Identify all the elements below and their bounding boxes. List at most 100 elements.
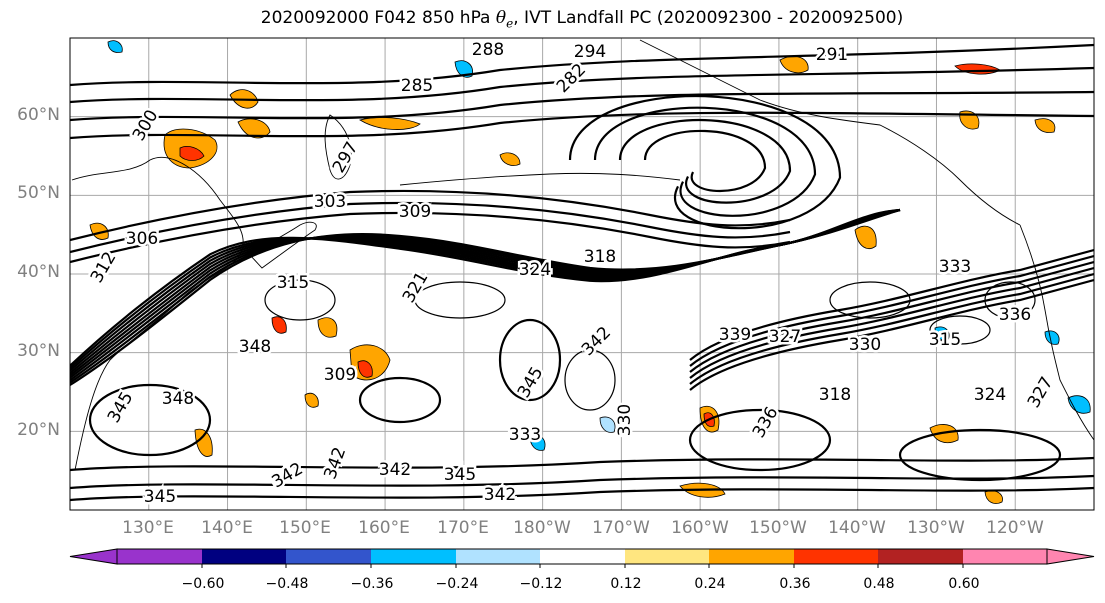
- contour-label-halo: 315: [929, 330, 961, 350]
- contour-label-halo: 318: [819, 385, 851, 405]
- colorbar-segment: [456, 549, 540, 564]
- theta-e-contour: [643, 129, 767, 193]
- contour-label: 294: [574, 42, 606, 62]
- contour-label-halo: 345: [144, 487, 176, 507]
- blue-patch: [454, 60, 473, 78]
- orange-patch: [194, 428, 213, 457]
- contour-label: 324: [974, 385, 1006, 405]
- theta-e-contour: [88, 383, 212, 457]
- contour-label-halo: 348: [239, 337, 271, 357]
- coastline-alaska: [639, 39, 1021, 226]
- contour-label: 318: [819, 385, 851, 405]
- contour-label: 345: [444, 465, 476, 485]
- contour-label: 342: [484, 485, 516, 505]
- theta-e-contour: [70, 208, 901, 367]
- blue-patch: [599, 416, 616, 433]
- coastline-aleutians: [399, 172, 681, 186]
- contour-label-halo: 330: [615, 404, 635, 436]
- contour-label: 285: [401, 76, 433, 96]
- lon-tick: 170°E: [437, 518, 489, 538]
- contour-label-halo: 336: [999, 305, 1031, 325]
- contour-label-halo: 342: [379, 460, 411, 480]
- contour-label-halo: 333: [939, 257, 971, 277]
- contour-label-halo: 306: [126, 229, 158, 249]
- theta-e-contour-thin: [829, 281, 911, 319]
- title-prefix: 2020092000 F042 850 hPa: [260, 8, 496, 28]
- contour-label-halo: 303: [314, 192, 346, 212]
- theta-e-contour-thin: [564, 349, 616, 411]
- contour-label: 309: [324, 365, 356, 385]
- contour-label-halo: 288: [472, 40, 504, 60]
- lat-tick: 60°N: [17, 105, 60, 125]
- theta-e-contours-thin: [264, 279, 1036, 411]
- contour-label: 318: [584, 247, 616, 267]
- theta-e-contour: [70, 486, 1094, 502]
- map-frame: [69, 37, 1095, 511]
- theta-e-contour: [618, 119, 792, 204]
- colorbar-tick-label: −0.48: [265, 576, 309, 592]
- theta-e-contour: [70, 456, 1094, 472]
- colorbar: [69, 548, 1095, 568]
- colorbar-segment: [625, 549, 709, 564]
- contour-label-halo: 291: [816, 45, 848, 65]
- theta-e-contour-thin: [929, 315, 991, 345]
- colorbar-segment: [202, 549, 286, 564]
- theta-e-contour: [689, 260, 1094, 373]
- colorbar-segment: [117, 549, 202, 564]
- colorbar-tick-label: 0.24: [694, 576, 726, 592]
- contour-label-halo: 324: [974, 385, 1006, 405]
- colorbar-segment: [963, 549, 1047, 564]
- title-theta-subscript: e: [506, 16, 514, 31]
- contour-label: 303: [314, 192, 346, 212]
- colorbar-tick-label: −0.24: [435, 576, 479, 592]
- contour-label: 330: [849, 335, 881, 355]
- red-patch: [271, 316, 287, 334]
- colorbar-segment: [286, 549, 371, 564]
- theta-e-contours: [70, 43, 1094, 502]
- lon-tick: 140°E: [201, 518, 253, 538]
- lon-tick: 140°W: [828, 518, 886, 538]
- colorbar-tick-label: 0.60: [948, 576, 980, 592]
- contour-label-halo: 309: [399, 202, 431, 222]
- contour-label: 309: [399, 202, 431, 222]
- contour-label: 327: [769, 327, 801, 347]
- coastline-north-america: [1019, 224, 1094, 441]
- orange-patch: [317, 317, 338, 338]
- red-patch: [179, 146, 205, 161]
- colorbar-frame: [116, 548, 1048, 565]
- theta-e-contour: [70, 474, 1094, 490]
- contour-label: 336: [999, 305, 1031, 325]
- lon-tick: 170°W: [592, 518, 650, 538]
- colorbar-extend-min: [69, 548, 118, 565]
- theta-e-contour: [593, 106, 817, 217]
- colorbar-tick-label: 0.48: [863, 576, 895, 592]
- blue-patch: [934, 326, 950, 341]
- contour-label: 315: [277, 273, 309, 293]
- contour-label: 291: [816, 45, 848, 65]
- contour-label: 330: [615, 404, 635, 436]
- orange-patch: [304, 392, 319, 408]
- contour-label-halo: 330: [849, 335, 881, 355]
- colorbar-segment: [540, 549, 625, 564]
- orange-patch: [1034, 118, 1056, 133]
- theta-e-contour: [689, 248, 1094, 361]
- contour-label: 288: [472, 40, 504, 60]
- lon-tick: 180°W: [513, 518, 571, 538]
- contour-label-halo: 294: [574, 42, 606, 62]
- contour-label: 348: [239, 337, 271, 357]
- theta-e-contour: [689, 278, 1094, 391]
- contour-label: 333: [939, 257, 971, 277]
- contour-label-halo: 333: [509, 425, 541, 445]
- theta-e-contour-thin: [414, 281, 506, 319]
- contour-label-halo: 342: [484, 485, 516, 505]
- colorbar-tick-label: 0.12: [610, 576, 642, 592]
- contour-label-halo: 315: [277, 273, 309, 293]
- theta-e-contour: [70, 189, 791, 242]
- theta-e-contour: [898, 428, 1062, 482]
- red-patch: [357, 360, 373, 378]
- orange-patch: [499, 152, 521, 166]
- theta-e-contour: [689, 272, 1094, 385]
- contour-label-halo: 345: [444, 465, 476, 485]
- contour-label: 345: [144, 487, 176, 507]
- contour-label-halo: 285: [401, 76, 433, 96]
